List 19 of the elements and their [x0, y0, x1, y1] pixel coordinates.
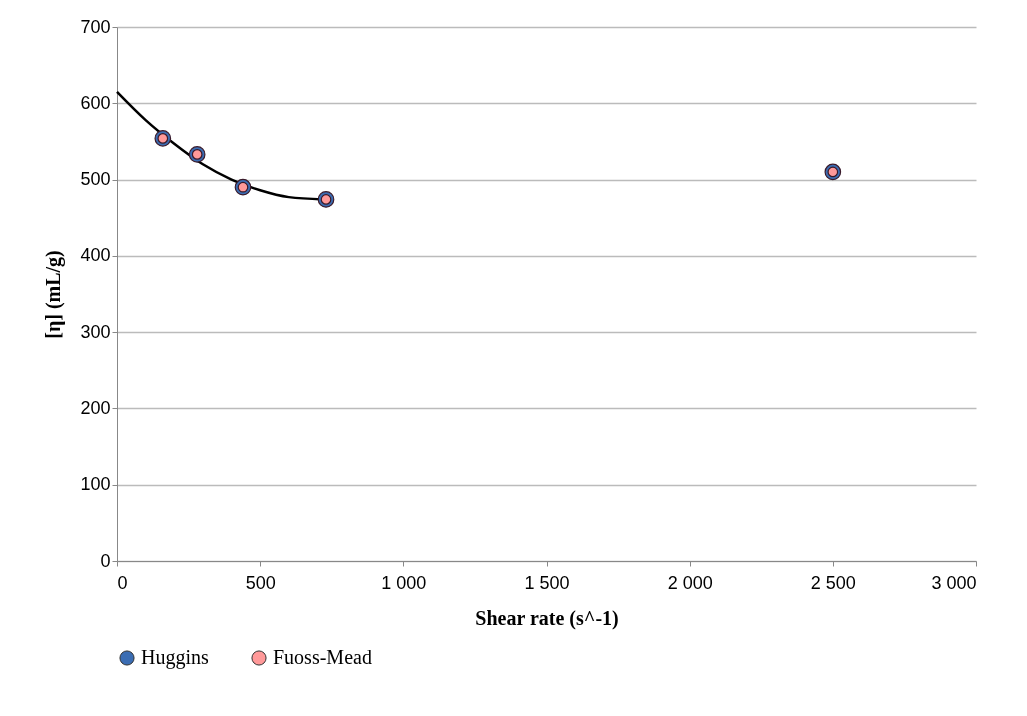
y-axis-title: [η] (mL/g) [42, 250, 66, 339]
x-tick-label: 1 500 [524, 572, 570, 593]
x-tick-label: 0 [117, 572, 128, 593]
y-tick-label: 100 [80, 474, 111, 495]
x-tick-label: 500 [245, 572, 276, 593]
y-tick-label: 400 [80, 245, 111, 266]
x-tick-label: 3 000 [931, 572, 977, 593]
y-tick-label: 0 [100, 550, 111, 571]
x-tick-label: 2 500 [810, 572, 856, 593]
y-tick-label: 500 [80, 169, 111, 190]
y-tick-label: 200 [80, 397, 111, 418]
legend-label: Huggins [141, 646, 209, 669]
y-tick-label: 300 [80, 321, 111, 342]
x-axis-title: Shear rate (s^-1) [475, 606, 619, 630]
y-tick-label: 600 [80, 92, 111, 113]
x-tick-label: 2 000 [667, 572, 713, 593]
y-tick-label: 700 [80, 16, 111, 37]
x-tick-label: 1 000 [381, 572, 427, 593]
legend-label: Fuoss-Mead [273, 646, 372, 668]
